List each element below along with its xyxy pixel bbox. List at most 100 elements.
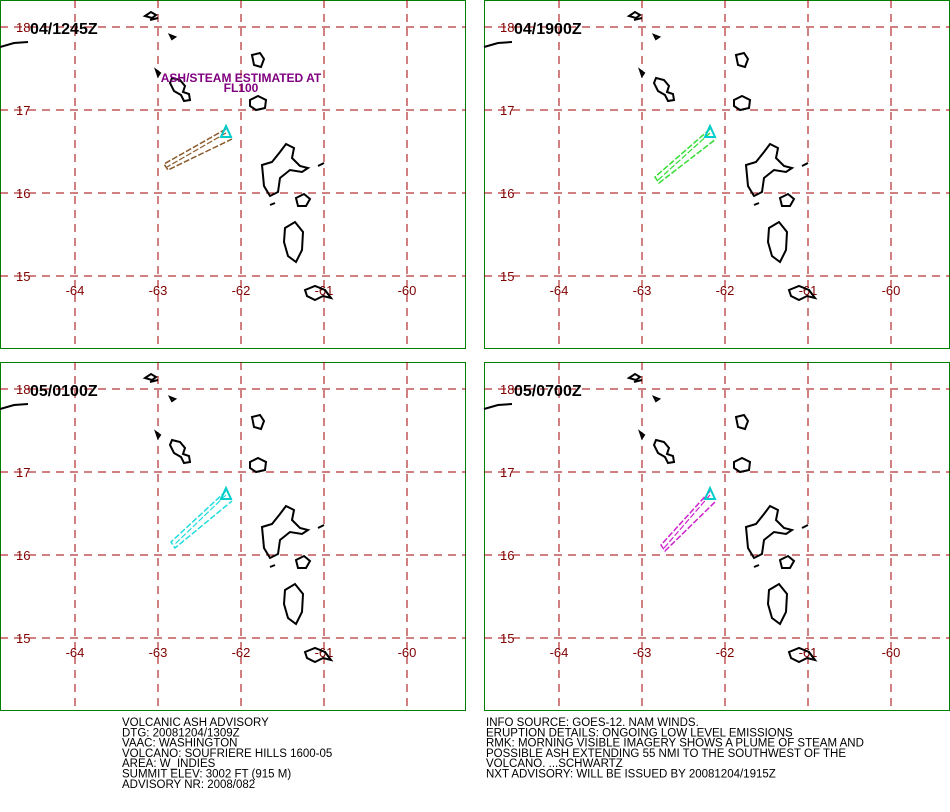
island: [766, 582, 789, 626]
advisory-line: VOLCANO: SOUFRIERE HILLS 1600-05: [122, 748, 332, 760]
lon-label: -64: [66, 283, 85, 298]
lon-label: -64: [550, 645, 569, 660]
lon-label: -63: [633, 283, 652, 298]
island: [734, 413, 750, 431]
lat-label: 17: [16, 103, 30, 118]
lat-label: 15: [500, 269, 514, 284]
lon-label: -60: [882, 645, 901, 660]
valid-time: 04/1900Z: [514, 21, 582, 38]
island: [801, 524, 809, 529]
lat-label: 17: [16, 465, 30, 480]
valid-time: 05/0700Z: [514, 383, 582, 400]
island: [753, 202, 760, 206]
ash-plume-inner: [173, 494, 227, 546]
lon-label: -63: [149, 283, 168, 298]
lon-label: -64: [66, 645, 85, 660]
island: [317, 524, 325, 529]
island: [294, 192, 312, 207]
lat-label: 18: [500, 20, 514, 35]
island: [269, 564, 276, 568]
lon-label: -62: [232, 283, 251, 298]
island: [303, 646, 334, 664]
lat-label: 18: [500, 382, 514, 397]
island: [787, 646, 818, 664]
volcano-marker: [703, 123, 717, 138]
island: [249, 94, 268, 112]
island: [766, 220, 789, 264]
advisory-line: VAAC: WASHINGTON: [122, 738, 237, 750]
lon-label: -60: [882, 283, 901, 298]
island: [651, 33, 662, 41]
volcano-marker: [219, 123, 233, 138]
lon-label: -62: [716, 283, 735, 298]
ash-plume: [170, 490, 233, 550]
lon-label: -63: [633, 645, 652, 660]
advisory-line: NXT ADVISORY: WILL BE ISSUED BY 20081204…: [486, 769, 776, 781]
panel-frame: [0, 0, 466, 349]
island: [778, 192, 796, 207]
island: [778, 554, 796, 569]
island: [787, 284, 818, 302]
island: [626, 372, 643, 383]
ash-plume: [654, 128, 717, 185]
coastline: [0, 41, 29, 48]
advisory-line: INFO SOURCE: GOES-12. NAM WINDS.: [486, 717, 699, 729]
annotation: FL100: [224, 81, 259, 95]
coastline: [0, 403, 29, 410]
valid-time: 05/0100Z: [30, 383, 98, 400]
lat-label: 18: [16, 20, 30, 35]
advisory-line: VOLCANIC ASH ADVISORY: [122, 717, 269, 729]
island: [733, 94, 752, 112]
lon-label: -62: [716, 645, 735, 660]
advisory-line: VOLCANO. ...SCHWARTZ: [486, 758, 623, 770]
island: [317, 162, 325, 167]
lon-label: -64: [550, 283, 569, 298]
lat-label: 15: [16, 269, 30, 284]
advisory-line: POSSIBLE ASH EXTENDING 55 NMI TO THE SOU…: [486, 748, 846, 760]
island: [734, 51, 750, 69]
island: [260, 142, 311, 198]
ash-plume-inner: [663, 494, 711, 549]
lat-label: 15: [500, 631, 514, 646]
island: [142, 10, 159, 21]
panel-frame: [484, 0, 950, 349]
island: [282, 582, 305, 626]
island: [260, 504, 311, 560]
lat-label: 18: [16, 382, 30, 397]
lat-label: 17: [500, 103, 514, 118]
advisory-line: ADVISORY NR: 2008/082: [122, 779, 255, 791]
lat-label: 16: [16, 548, 30, 563]
island: [167, 33, 178, 41]
island: [733, 456, 752, 474]
advisory-line: SUMMIT ELEV: 3002 FT (915 M): [122, 769, 291, 781]
coastline: [483, 41, 513, 48]
island: [303, 284, 334, 302]
island: [167, 395, 178, 403]
island: [154, 67, 192, 103]
island: [154, 429, 192, 465]
lon-label: -60: [398, 645, 417, 660]
island: [282, 220, 305, 264]
ash-plume-inner: [657, 132, 711, 181]
island: [142, 372, 159, 383]
island: [626, 10, 643, 21]
island: [250, 51, 266, 69]
lat-label: 16: [500, 548, 514, 563]
island: [638, 67, 676, 103]
annotation: ASH/STEAM ESTIMATED AT: [161, 71, 322, 85]
island: [294, 554, 312, 569]
lon-label: -60: [398, 283, 417, 298]
island: [638, 429, 676, 465]
island: [744, 504, 795, 560]
advisory-line: DTG: 20081204/1309Z: [122, 727, 240, 739]
island: [801, 162, 809, 167]
lat-label: 16: [16, 186, 30, 201]
volcano-marker: [219, 485, 233, 500]
valid-time: 04/1245Z: [30, 21, 98, 38]
island: [249, 456, 268, 474]
island: [269, 202, 276, 206]
